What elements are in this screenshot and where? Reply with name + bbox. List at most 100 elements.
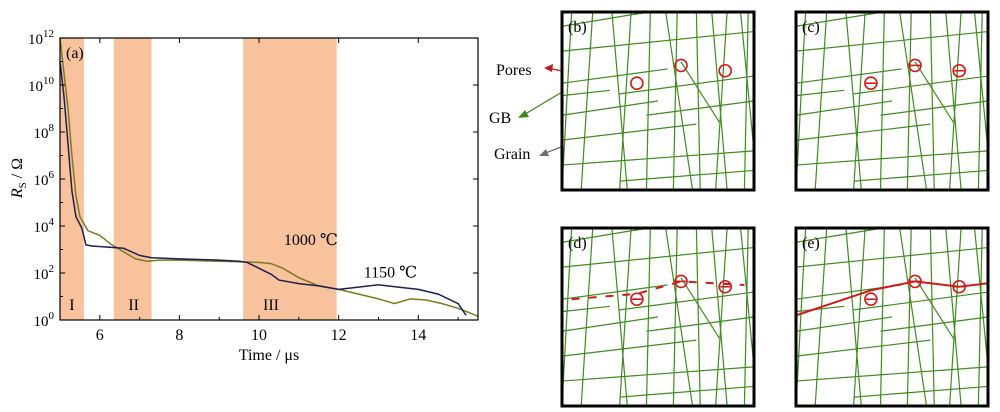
y-axis-symbol: R <box>9 188 26 199</box>
series-lines <box>59 37 479 318</box>
y-tick-label: 1012 <box>28 28 54 48</box>
grain-boundary-line <box>562 30 754 52</box>
region-label-3: III <box>263 297 279 314</box>
grain-boundary-line <box>945 228 962 406</box>
grain-boundary-line <box>796 316 893 332</box>
callout-pores: Pores <box>496 62 532 79</box>
pore-circle <box>630 292 644 307</box>
grain-boundary-line <box>906 12 912 190</box>
grain-boundary-line <box>562 246 754 268</box>
grain-boundary-line <box>977 12 983 190</box>
grain-boundaries <box>562 228 754 406</box>
grain-boundary-line <box>906 228 912 406</box>
grain-boundary-line <box>796 228 807 406</box>
pore-circle <box>908 274 922 289</box>
series-label-1: 1000 ℃ <box>284 232 338 249</box>
grain-boundary-line <box>796 12 807 190</box>
grain-boundary-line <box>562 68 668 84</box>
grain-boundary-line <box>665 228 694 406</box>
y-axis-title: RS / Ω <box>9 158 29 199</box>
pore-circle <box>674 58 688 73</box>
x-tick-label: 12 <box>331 327 347 344</box>
callouts: Pores GB Grain <box>489 62 631 163</box>
pore-circle <box>952 63 967 78</box>
grain-boundary-line <box>899 12 928 190</box>
panel-frame <box>560 226 756 408</box>
grain-boundary-line <box>977 228 983 406</box>
pore-circle <box>952 279 967 294</box>
grain-boundary-line <box>562 228 573 406</box>
x-tick-label: 14 <box>410 327 426 344</box>
grain-boundary-line <box>796 150 988 166</box>
grain-boundary-line <box>914 61 954 123</box>
pore-circle <box>864 76 878 90</box>
pore-circle <box>864 292 878 307</box>
x-axis-ticks: 6 8 10 12 14 <box>59 38 459 344</box>
grain-boundary-line <box>796 89 845 97</box>
grain-boundary-line <box>646 316 754 332</box>
grain-boundary-line <box>562 228 649 243</box>
y-tick-label: 1010 <box>28 75 55 95</box>
schematic-panel-e: (e) <box>794 226 990 408</box>
grain-boundary-line <box>619 169 754 182</box>
grain-boundary-line <box>914 277 954 339</box>
grain-boundary-line <box>814 12 828 190</box>
crack-path <box>571 280 745 301</box>
grain-boundary-line <box>945 12 962 190</box>
x-tick-label: 10 <box>251 327 267 344</box>
region-bands <box>60 38 337 320</box>
pore-circle <box>674 274 688 289</box>
grain-boundary-line <box>562 316 659 332</box>
grain-boundary-line <box>562 12 573 190</box>
grain-boundaries <box>796 228 988 406</box>
grain-boundary-line <box>646 100 754 116</box>
schematic-panel-c: (c) <box>794 10 990 192</box>
pore-circle <box>630 76 644 90</box>
panel-frame <box>794 10 990 192</box>
grain-boundary-line <box>853 169 988 182</box>
grain-boundary-line <box>711 12 728 190</box>
grain-boundary-line <box>796 12 883 27</box>
grain-boundary-line <box>929 228 935 406</box>
region-label-1: I <box>69 297 74 314</box>
grain-boundary-line <box>796 100 893 116</box>
y-axis-subscript: S <box>17 182 29 188</box>
grain-boundary-line <box>715 12 728 190</box>
schematic-panel-d: (d) <box>560 226 756 408</box>
grain-boundary-line <box>796 30 988 52</box>
grain-boundary-line <box>680 277 720 339</box>
y-axis-unit: / Ω <box>9 158 26 182</box>
panel-label: (c) <box>802 19 820 36</box>
grain-boundary-line <box>796 246 988 268</box>
grain-boundary-line <box>853 385 988 398</box>
grain-boundary-line <box>580 12 594 190</box>
pores-arrowhead <box>544 64 553 72</box>
grain-boundary-line <box>880 100 988 116</box>
series-labels: 1000 ℃ 1150 ℃ <box>284 232 417 282</box>
grain-boundary-line <box>680 61 720 123</box>
y-tick-label: 100 <box>34 310 55 330</box>
schematic-panel-b: (b) <box>560 10 756 192</box>
x-axis-title: Time / μs <box>239 347 299 364</box>
grain-boundary-line <box>711 228 728 406</box>
grain-boundary-line <box>853 75 988 95</box>
grain-boundary-line <box>580 228 594 406</box>
grain-boundary-line <box>743 12 749 190</box>
y-tick-label: 104 <box>34 216 55 236</box>
grain-boundary-line <box>949 12 962 190</box>
grain-boundary-line <box>562 305 611 313</box>
grain-boundary-line <box>899 228 928 406</box>
grain-boundary-line <box>562 12 649 27</box>
y-tick-label: 108 <box>34 122 55 142</box>
grain-arrowhead <box>539 149 549 156</box>
grain-boundary-line <box>880 316 988 332</box>
gb-arrowhead <box>518 110 529 118</box>
region-band-2 <box>113 38 152 320</box>
schematic-panels: (b) (c) (d) (e) <box>560 10 990 408</box>
grain-boundary-line <box>562 89 611 97</box>
panel-label: (e) <box>802 235 820 252</box>
gb-arrow <box>521 91 563 117</box>
grain-boundary-line <box>672 12 678 190</box>
grain-boundary-line <box>562 339 697 357</box>
